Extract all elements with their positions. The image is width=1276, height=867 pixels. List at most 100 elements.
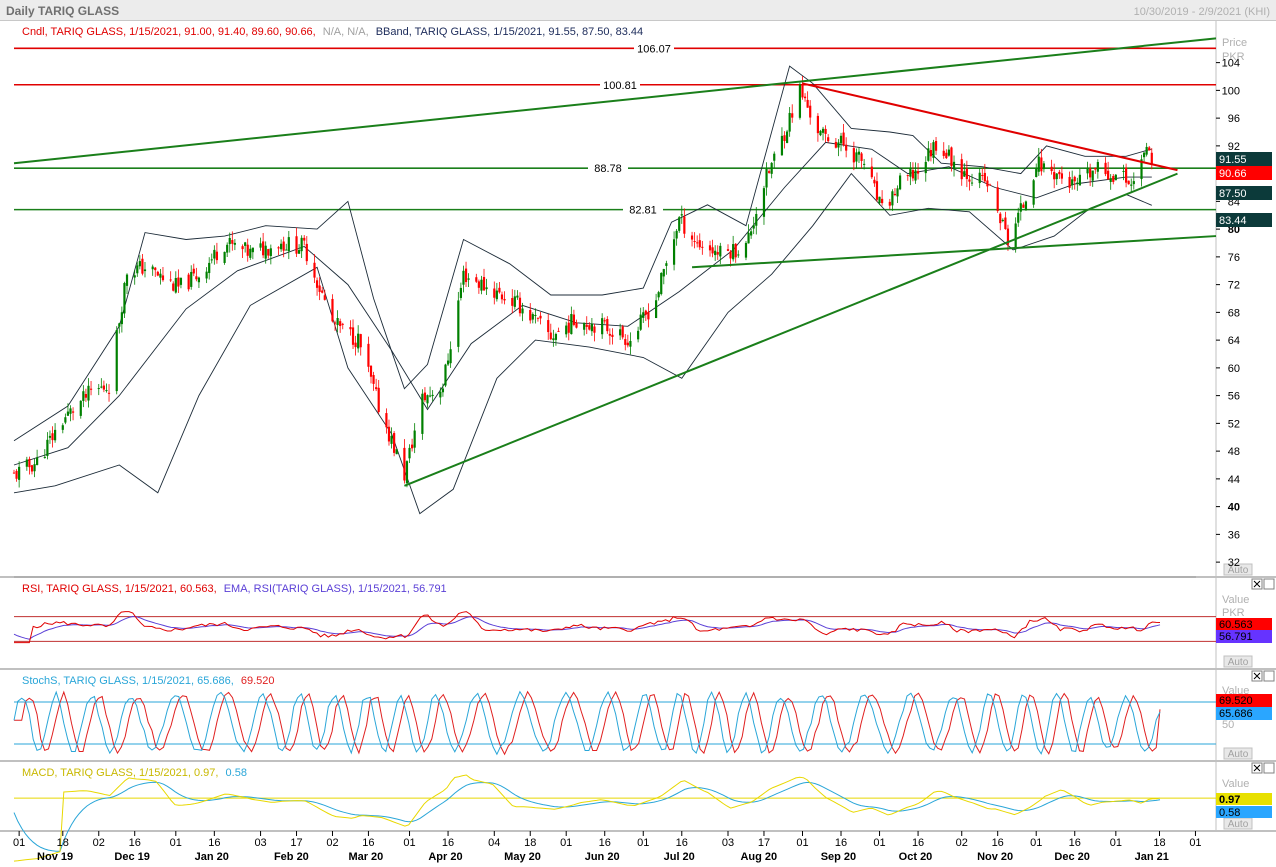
auto-button-rsi[interactable]: Auto bbox=[1223, 655, 1253, 668]
candle-body bbox=[295, 236, 298, 254]
candle bbox=[588, 322, 591, 331]
candle-body bbox=[46, 439, 49, 456]
candle bbox=[698, 233, 701, 250]
candle-body bbox=[603, 320, 606, 322]
candle-body bbox=[156, 271, 159, 276]
candle bbox=[755, 207, 758, 235]
candle-body bbox=[780, 135, 784, 156]
candle-body bbox=[1127, 180, 1130, 185]
candle-body bbox=[1053, 172, 1056, 180]
candle-body bbox=[1142, 152, 1146, 158]
candle bbox=[773, 151, 776, 169]
candle-body bbox=[351, 327, 355, 345]
candle bbox=[210, 253, 213, 264]
candle bbox=[536, 317, 540, 322]
x-tick-label: 16 bbox=[442, 837, 454, 849]
candle-body bbox=[711, 247, 714, 254]
candle bbox=[1017, 207, 1020, 227]
candle-body bbox=[249, 248, 252, 258]
candle-body bbox=[611, 334, 614, 337]
panel-close-icon[interactable] bbox=[1251, 762, 1275, 774]
price-tick-label: 32 bbox=[1228, 557, 1240, 569]
candle bbox=[855, 148, 858, 169]
candle bbox=[25, 456, 28, 471]
candle bbox=[462, 265, 465, 293]
candle-body bbox=[934, 141, 938, 151]
candle-body bbox=[228, 238, 231, 245]
candle-body bbox=[629, 340, 632, 347]
panel-close-icon[interactable] bbox=[1251, 578, 1275, 590]
title-bar bbox=[0, 0, 1276, 21]
legend-stoch-panel: StochS, TARIQ GLASS, 1/15/2021, 65.686, … bbox=[22, 675, 275, 687]
candle-body bbox=[100, 386, 103, 388]
candle-body bbox=[259, 243, 262, 248]
candle bbox=[952, 155, 956, 177]
candle bbox=[770, 162, 773, 179]
x-month-label: Jan 20 bbox=[195, 851, 229, 863]
auto-button-stoch[interactable]: Auto bbox=[1223, 747, 1253, 760]
candle bbox=[457, 291, 460, 353]
candle bbox=[983, 163, 986, 184]
candle bbox=[444, 363, 447, 388]
price-tick-label: 96 bbox=[1228, 113, 1240, 125]
candle-body bbox=[423, 392, 427, 401]
candle-body bbox=[750, 231, 753, 236]
candle bbox=[1071, 170, 1074, 190]
candle-body bbox=[393, 433, 396, 453]
stoch-d-tag-bg bbox=[1216, 694, 1272, 707]
candle bbox=[187, 272, 190, 292]
rsi-ema-line bbox=[13, 615, 1161, 640]
candle bbox=[500, 291, 504, 304]
candle-body bbox=[141, 258, 144, 274]
price-tick-label: 48 bbox=[1228, 446, 1240, 458]
candle-body bbox=[893, 193, 897, 195]
candle bbox=[233, 239, 236, 251]
candle bbox=[318, 277, 321, 301]
candle-body bbox=[300, 237, 303, 252]
candle-body bbox=[1037, 156, 1040, 172]
candle-body bbox=[855, 152, 858, 162]
x-month-label: Aug 20 bbox=[740, 851, 777, 863]
candle bbox=[84, 388, 88, 402]
candle bbox=[942, 142, 945, 159]
candle bbox=[521, 302, 524, 322]
candle-body bbox=[619, 329, 622, 336]
candle bbox=[321, 287, 324, 294]
candle-body bbox=[521, 308, 524, 314]
candle-body bbox=[25, 459, 28, 467]
candle-body bbox=[318, 285, 321, 292]
panel-close-icon[interactable] bbox=[1251, 670, 1275, 682]
candle bbox=[978, 167, 981, 189]
candle-body bbox=[637, 330, 640, 340]
auto-button-price[interactable]: Auto bbox=[1223, 563, 1253, 576]
candle bbox=[547, 313, 550, 340]
candle-body bbox=[485, 287, 488, 290]
candle-body bbox=[660, 273, 663, 295]
candle bbox=[837, 139, 840, 157]
auto-button-bg bbox=[1223, 655, 1253, 668]
candle-body bbox=[1150, 152, 1153, 165]
candle bbox=[341, 322, 344, 330]
auto-button-label: Auto bbox=[1228, 819, 1249, 830]
candle bbox=[303, 235, 306, 246]
candle-body bbox=[195, 276, 198, 280]
candle bbox=[929, 143, 933, 162]
candle-body bbox=[331, 298, 334, 322]
candle bbox=[911, 162, 915, 182]
legend-stoch-d: 69.520 bbox=[241, 675, 275, 687]
candle-body bbox=[588, 325, 591, 330]
candle bbox=[339, 318, 342, 333]
candle-body bbox=[870, 166, 873, 178]
candle-body bbox=[1001, 219, 1004, 221]
candle bbox=[1060, 166, 1063, 184]
auto-button-macd[interactable]: Auto bbox=[1223, 817, 1253, 830]
candle bbox=[662, 268, 665, 285]
candle bbox=[1122, 164, 1125, 181]
tag-bb-middle-bg bbox=[1216, 186, 1272, 200]
candle-body bbox=[1122, 170, 1125, 172]
candle-body bbox=[449, 349, 452, 364]
candle bbox=[120, 306, 123, 333]
candle bbox=[788, 107, 791, 137]
x-tick-label: 16 bbox=[676, 837, 688, 849]
